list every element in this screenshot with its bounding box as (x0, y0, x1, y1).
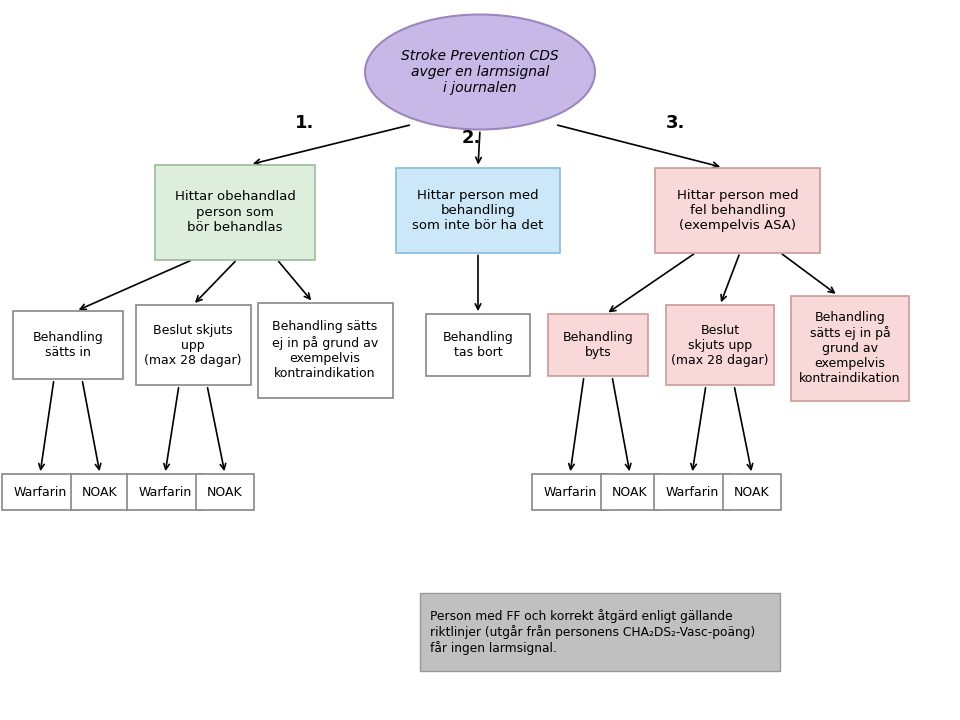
Text: Stroke Prevention CDS
avger en larmsignal
i journalen: Stroke Prevention CDS avger en larmsigna… (401, 49, 559, 95)
Text: Warfarin: Warfarin (665, 485, 719, 498)
Text: Behandling
sätts ej in på
grund av
exempelvis
kontraindikation: Behandling sätts ej in på grund av exemp… (800, 311, 900, 385)
FancyBboxPatch shape (420, 593, 780, 671)
FancyBboxPatch shape (548, 314, 648, 376)
FancyBboxPatch shape (532, 474, 608, 510)
FancyBboxPatch shape (135, 305, 251, 385)
FancyBboxPatch shape (127, 474, 203, 510)
Text: Behandling
sätts in: Behandling sätts in (33, 331, 104, 359)
Text: Behandling
tas bort: Behandling tas bort (443, 331, 514, 359)
FancyBboxPatch shape (196, 474, 254, 510)
FancyBboxPatch shape (601, 474, 659, 510)
Text: NOAK: NOAK (612, 485, 648, 498)
FancyBboxPatch shape (155, 164, 315, 259)
Text: 2.: 2. (462, 129, 481, 147)
Text: 3.: 3. (666, 114, 685, 132)
FancyBboxPatch shape (791, 295, 909, 400)
Text: Beslut skjuts
upp
(max 28 dagar): Beslut skjuts upp (max 28 dagar) (144, 323, 242, 366)
Text: Person med FF och korrekt åtgärd enligt gällande
riktlinjer (utgår från personen: Person med FF och korrekt åtgärd enligt … (430, 609, 756, 655)
FancyBboxPatch shape (13, 311, 123, 379)
Text: Beslut
skjuts upp
(max 28 dagar): Beslut skjuts upp (max 28 dagar) (671, 323, 769, 366)
Text: 1.: 1. (295, 114, 314, 132)
FancyBboxPatch shape (425, 314, 531, 376)
Text: Hittar obehandlad
person som
bör behandlas: Hittar obehandlad person som bör behandl… (175, 191, 296, 233)
Text: Behandling sätts
ej in på grund av
exempelvis
kontraindikation: Behandling sätts ej in på grund av exemp… (272, 320, 378, 379)
FancyBboxPatch shape (656, 168, 821, 253)
Text: Warfarin: Warfarin (138, 485, 192, 498)
Text: NOAK: NOAK (734, 485, 770, 498)
Text: Warfarin: Warfarin (13, 485, 66, 498)
Text: Hittar person med
fel behandling
(exempelvis ASA): Hittar person med fel behandling (exempe… (677, 189, 799, 232)
FancyBboxPatch shape (396, 168, 561, 253)
FancyBboxPatch shape (723, 474, 781, 510)
Text: Warfarin: Warfarin (543, 485, 596, 498)
FancyBboxPatch shape (257, 302, 393, 397)
Text: NOAK: NOAK (83, 485, 118, 498)
Ellipse shape (365, 14, 595, 130)
Text: Hittar person med
behandling
som inte bör ha det: Hittar person med behandling som inte bö… (412, 189, 543, 232)
FancyBboxPatch shape (654, 474, 730, 510)
FancyBboxPatch shape (2, 474, 78, 510)
Text: Behandling
byts: Behandling byts (563, 331, 634, 359)
FancyBboxPatch shape (71, 474, 129, 510)
Text: NOAK: NOAK (207, 485, 243, 498)
FancyBboxPatch shape (666, 305, 774, 385)
